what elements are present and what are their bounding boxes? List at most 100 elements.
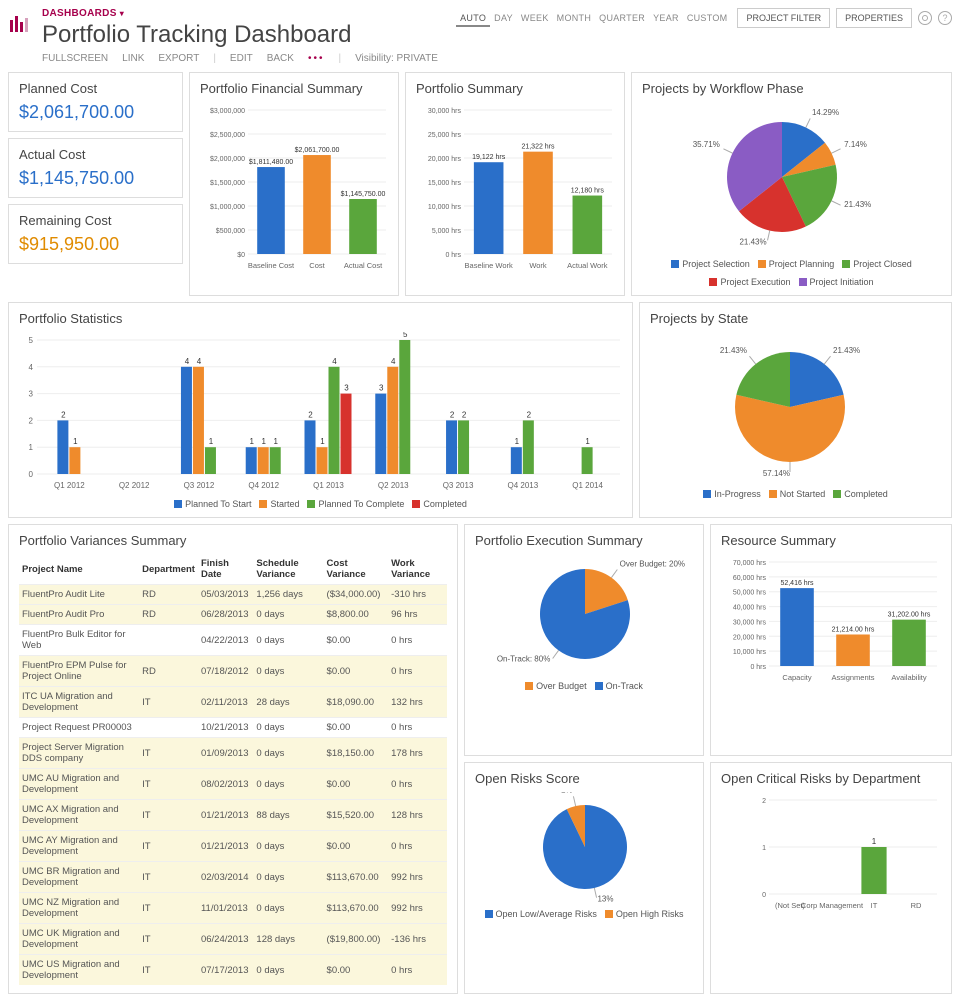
- kpi-value: $1,145,750.00: [19, 168, 172, 189]
- projects-by-state-chart: Projects by State 21.43%57.14%21.43% In-…: [639, 302, 952, 518]
- time-tab[interactable]: MONTH: [553, 11, 596, 25]
- svg-text:2: 2: [762, 798, 766, 805]
- svg-text:5: 5: [29, 336, 34, 345]
- svg-text:4: 4: [185, 357, 190, 366]
- svg-text:$3,000,000: $3,000,000: [210, 108, 245, 115]
- logo: [8, 12, 32, 36]
- svg-text:20,000 hrs: 20,000 hrs: [428, 156, 462, 163]
- toolbar: FULLSCREEN LINK EXPORT | EDIT BACK ••• |…: [42, 53, 952, 64]
- kpi-planned: Planned Cost $2,061,700.00: [8, 72, 183, 132]
- chevron-down-icon: ▾: [120, 9, 124, 18]
- time-tabs[interactable]: AUTODAYWEEKMONTHQUARTERYEARCUSTOM: [456, 13, 731, 23]
- project-filter-button[interactable]: PROJECT FILTER: [737, 8, 830, 28]
- col-header[interactable]: Finish Date: [198, 554, 253, 585]
- execution-summary-chart: Portfolio Execution Summary Over Budget:…: [464, 524, 704, 756]
- table-row[interactable]: Project Server Migration DDS companyIT01…: [19, 738, 447, 769]
- svg-text:4: 4: [332, 357, 337, 366]
- table-row[interactable]: UMC AY Migration and DevelopmentIT01/21/…: [19, 831, 447, 862]
- table-row[interactable]: FluentPro Audit LiteRD05/03/20131,256 da…: [19, 585, 447, 605]
- kpi-label: Actual Cost: [19, 147, 172, 162]
- table-row[interactable]: ITC UA Migration and DevelopmentIT02/11/…: [19, 687, 447, 718]
- svg-text:4: 4: [391, 357, 396, 366]
- svg-text:Actual Work: Actual Work: [567, 261, 608, 270]
- back-link[interactable]: BACK: [267, 53, 294, 64]
- svg-text:13%: 13%: [597, 895, 613, 902]
- time-tab[interactable]: YEAR: [649, 11, 683, 25]
- svg-text:0: 0: [762, 892, 766, 899]
- svg-text:Q2 2012: Q2 2012: [119, 481, 150, 490]
- svg-text:19,122 hrs: 19,122 hrs: [472, 154, 506, 161]
- svg-text:10,000 hrs: 10,000 hrs: [428, 204, 462, 211]
- svg-text:2: 2: [308, 410, 313, 419]
- svg-text:2: 2: [462, 410, 467, 419]
- fullscreen-link[interactable]: FULLSCREEN: [42, 53, 108, 64]
- properties-button[interactable]: PROPERTIES: [836, 8, 912, 28]
- svg-text:0 hrs: 0 hrs: [750, 664, 766, 671]
- col-header[interactable]: Project Name: [19, 554, 139, 585]
- table-row[interactable]: FluentPro EPM Pulse for Project OnlineRD…: [19, 656, 447, 687]
- svg-text:On-Track: 80%: On-Track: 80%: [497, 655, 551, 664]
- svg-text:25,000 hrs: 25,000 hrs: [428, 132, 462, 139]
- table-row[interactable]: UMC AU Migration and DevelopmentIT08/02/…: [19, 769, 447, 800]
- table-row[interactable]: UMC NZ Migration and DevelopmentIT11/01/…: [19, 893, 447, 924]
- table-row[interactable]: FluentPro Bulk Editor for Web04/22/20130…: [19, 625, 447, 656]
- time-tab[interactable]: QUARTER: [595, 11, 649, 25]
- time-tab[interactable]: DAY: [490, 11, 517, 25]
- svg-text:$2,061,700.00: $2,061,700.00: [295, 147, 340, 154]
- svg-text:12,180 hrs: 12,180 hrs: [571, 188, 605, 195]
- legend-item: Project Initiation: [799, 277, 874, 287]
- svg-text:57.14%: 57.14%: [763, 469, 790, 478]
- export-link[interactable]: EXPORT: [158, 53, 199, 64]
- svg-text:1: 1: [261, 437, 266, 446]
- col-header[interactable]: Department: [139, 554, 198, 585]
- col-header[interactable]: Work Variance: [388, 554, 447, 585]
- col-header[interactable]: Cost Variance: [324, 554, 389, 585]
- time-tab[interactable]: CUSTOM: [683, 11, 732, 25]
- svg-text:3: 3: [29, 390, 34, 399]
- svg-text:3: 3: [344, 384, 349, 393]
- svg-text:4: 4: [197, 357, 202, 366]
- svg-text:2: 2: [61, 410, 66, 419]
- kpi-label: Remaining Cost: [19, 213, 172, 228]
- col-header[interactable]: Schedule Variance: [253, 554, 323, 585]
- kpi-label: Planned Cost: [19, 81, 172, 96]
- kpi-actual: Actual Cost $1,145,750.00: [8, 138, 183, 198]
- portfolio-statistics-chart: Portfolio Statistics 012345Q1 201221Q2 2…: [8, 302, 633, 518]
- table-row[interactable]: Project Request PR0000310/21/20130 days$…: [19, 718, 447, 738]
- svg-text:Q3 2012: Q3 2012: [184, 481, 215, 490]
- visibility-label: Visibility: PRIVATE: [355, 53, 438, 64]
- gear-icon[interactable]: [918, 11, 932, 25]
- svg-text:1: 1: [320, 437, 325, 446]
- svg-text:50,000 hrs: 50,000 hrs: [733, 590, 767, 597]
- table-row[interactable]: UMC US Migration and DevelopmentIT07/17/…: [19, 955, 447, 986]
- more-icon[interactable]: •••: [308, 53, 325, 64]
- svg-text:2: 2: [29, 416, 34, 425]
- edit-link[interactable]: EDIT: [230, 53, 253, 64]
- svg-text:Assignments: Assignments: [832, 673, 875, 682]
- legend-item: Planned To Start: [174, 499, 251, 509]
- row-3: Portfolio Variances Summary Project Name…: [8, 524, 952, 994]
- svg-text:Q3 2013: Q3 2013: [443, 481, 474, 490]
- resource-summary-chart: Resource Summary 0 hrs10,000 hrs20,000 h…: [710, 524, 952, 756]
- svg-text:30,000 hrs: 30,000 hrs: [733, 619, 767, 626]
- legend-item: Open High Risks: [605, 909, 684, 919]
- link-link[interactable]: LINK: [122, 53, 144, 64]
- time-tab[interactable]: AUTO: [456, 11, 490, 27]
- svg-text:$1,000,000: $1,000,000: [210, 204, 245, 211]
- svg-text:Q4 2012: Q4 2012: [248, 481, 279, 490]
- svg-text:Over Budget: 20%: Over Budget: 20%: [620, 559, 685, 568]
- svg-text:5: 5: [403, 332, 408, 339]
- svg-text:RD: RD: [911, 901, 922, 910]
- table-row[interactable]: UMC AX Migration and DevelopmentIT01/21/…: [19, 800, 447, 831]
- time-tab[interactable]: WEEK: [517, 11, 553, 25]
- table-row[interactable]: UMC UK Migration and DevelopmentIT06/24/…: [19, 924, 447, 955]
- svg-text:21,322 hrs: 21,322 hrs: [521, 144, 555, 151]
- svg-text:7.14%: 7.14%: [844, 140, 867, 149]
- table-row[interactable]: UMC BR Migration and DevelopmentIT02/03/…: [19, 862, 447, 893]
- help-icon[interactable]: ?: [938, 11, 952, 25]
- table-row[interactable]: FluentPro Audit ProRD06/28/20130 days$8,…: [19, 605, 447, 625]
- svg-text:3: 3: [379, 384, 384, 393]
- svg-text:0 hrs: 0 hrs: [445, 252, 461, 259]
- svg-text:IT: IT: [871, 901, 878, 910]
- svg-text:1: 1: [585, 437, 590, 446]
